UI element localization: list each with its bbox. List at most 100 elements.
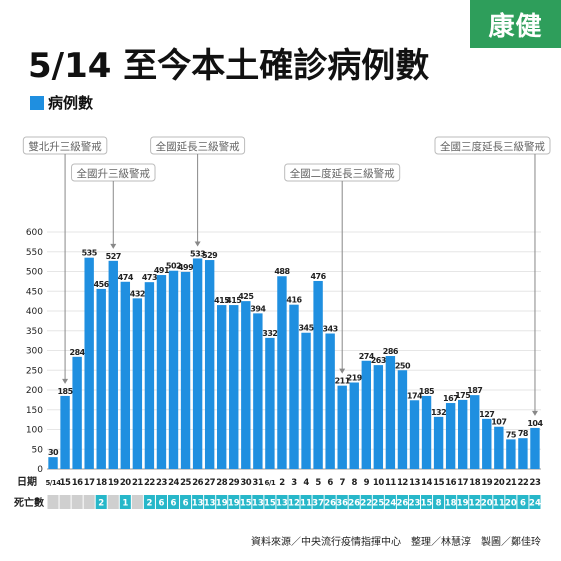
bar [156,275,167,469]
deaths-cell [324,495,336,509]
bar-value-label: 78 [518,429,529,438]
x-tick-label: 9 [364,478,370,488]
deaths-cell [384,495,396,509]
bar [192,258,203,469]
bar [96,288,106,469]
bar [253,313,263,469]
deaths-cell [300,495,312,509]
source-credit: 資料來源／中央流行疫情指揮中心 整理／林慧淳 製圖／鄭佳玲 [251,537,541,548]
deaths-cell [396,495,408,509]
annotation-label: 雙北升三級警戒 [28,140,102,153]
x-tick-label: 3 [291,478,297,488]
bar-value-label: 476 [310,272,326,281]
deaths-value: 24 [384,499,396,509]
bar [421,395,432,469]
annotation-arrow [194,241,201,247]
deaths-cell [107,495,119,509]
deaths-value: 26 [397,499,409,509]
bar [48,457,58,469]
x-tick-label: 12 [397,478,408,488]
bar-value-label: 174 [407,391,423,400]
deaths-value: 6 [171,499,177,509]
bar-value-label: 75 [506,430,517,439]
y-tick-label: 450 [26,287,43,297]
bar [445,403,456,469]
deaths-value: 20 [505,499,517,509]
deaths-value: 6 [183,499,189,509]
bar-value-label: 488 [274,267,290,276]
deaths-cell [408,495,421,509]
bar [277,276,287,469]
deaths-value: 24 [529,499,541,509]
x-tick-label: 21 [132,478,143,488]
deaths-value: 18 [445,499,457,509]
bar-value-label: 415 [226,296,242,305]
bar [168,270,179,469]
deaths-cell [47,495,59,509]
bar [217,305,227,469]
deaths-cell [529,495,541,509]
x-tick-label: 30 [240,478,251,488]
bar-value-label: 456 [94,280,110,289]
deaths-cell [167,495,180,509]
bar [289,304,299,469]
bar [204,260,215,469]
x-tick-label: 27 [204,478,215,488]
bar-value-label: 250 [395,361,411,370]
deaths-value: 15 [240,499,252,509]
legend-label: 病例數 [48,94,94,112]
x-tick-label: 15 [433,478,444,488]
bar-value-label: 415 [214,296,230,305]
bar-value-label: 343 [323,325,338,334]
annotation-arrow [531,410,538,416]
x-tick-label: 20 [493,478,504,488]
deaths-value: 19 [216,499,228,509]
x-tick-label: 19 [108,478,119,488]
annotation-arrow [110,243,117,249]
bar-value-label: 473 [142,273,157,282]
annotation-box [434,136,551,155]
deaths-cell [192,495,204,509]
deaths-cell [71,495,83,509]
bar [265,337,275,469]
deaths-cell [469,495,481,509]
deaths-value: 2 [98,499,104,509]
bar [337,385,347,469]
bar-value-label: 332 [262,329,277,338]
annotation-label: 全國升三級警戒 [77,167,151,180]
deaths-cell [119,495,131,509]
deaths-cell [312,495,324,509]
bar-value-label: 104 [527,419,543,428]
bar-value-label: 432 [130,289,145,298]
deaths-cell [445,495,457,509]
bar [349,382,359,469]
bar [409,400,420,469]
bar [397,370,408,469]
bar-value-label: 107 [491,418,506,427]
x-tick-label: 14 [421,478,432,488]
deaths-cell [204,495,216,509]
deaths-cell [228,495,240,509]
deaths-value: 25 [372,499,384,509]
deaths-cell [505,495,517,509]
bar-value-label: 175 [455,391,471,400]
bar [229,305,239,469]
bar-value-label: 425 [238,292,254,301]
x-tick-label: 16 [445,478,456,488]
x-tick-label: 6/1 [264,479,275,487]
bar [241,301,251,469]
x-tick-label: 25 [180,478,191,488]
x-tick-label: 22 [518,478,529,488]
bar-value-label: 499 [178,263,194,272]
chart-title: 5/14 至今本土確診病例數 [28,46,430,86]
x-tick-label: 5/14 [45,479,61,487]
y-tick-label: 500 [26,268,43,278]
bar-value-label: 185 [57,387,73,396]
bar [470,395,480,469]
x-tick-label: 11 [385,478,396,488]
deaths-value: 1 [122,499,128,509]
bar-value-label: 416 [286,296,302,305]
deaths-value: 13 [192,499,204,509]
bar-value-label: 284 [70,348,86,357]
